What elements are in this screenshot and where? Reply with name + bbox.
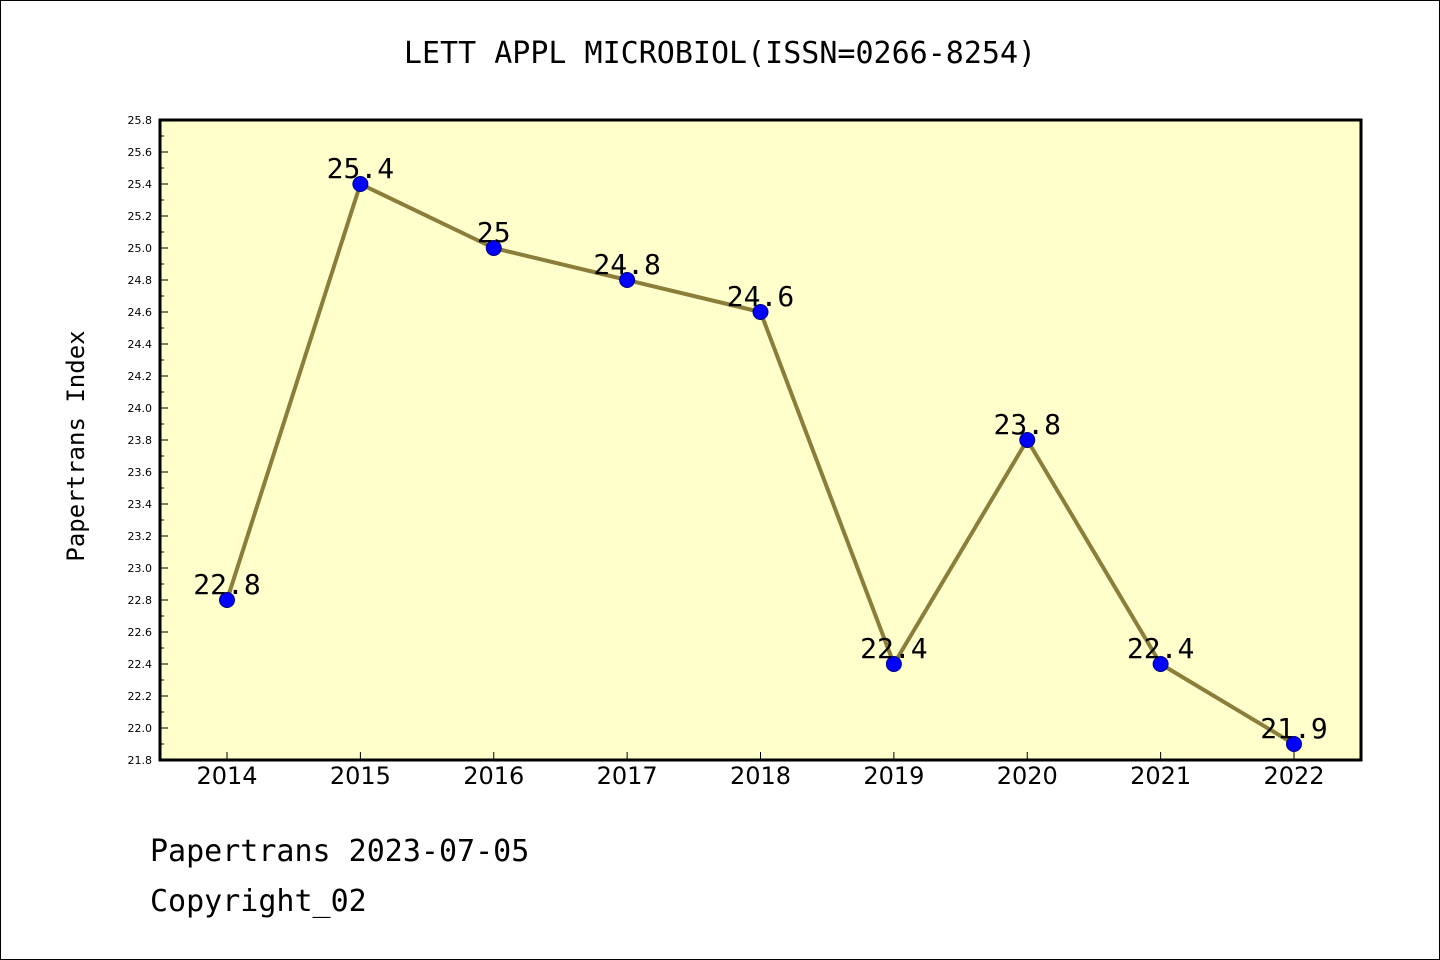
data-label: 23.8 bbox=[994, 408, 1061, 441]
x-tick-label: 2019 bbox=[863, 762, 924, 790]
x-tick-label: 2015 bbox=[330, 762, 391, 790]
data-point bbox=[352, 176, 369, 192]
y-tick-label: 22.6 bbox=[128, 626, 153, 639]
y-tick-label: 24.4 bbox=[128, 338, 153, 351]
data-label: 24.8 bbox=[593, 248, 660, 281]
data-label: 25.4 bbox=[327, 152, 394, 185]
plot-border bbox=[158, 118, 1363, 762]
x-tick-label: 2016 bbox=[463, 762, 524, 790]
y-tick-label: 23.0 bbox=[128, 562, 153, 575]
x-tick-label: 2020 bbox=[997, 762, 1058, 790]
y-tick-label: 22.0 bbox=[128, 722, 153, 735]
data-label: 22.4 bbox=[1127, 632, 1194, 665]
y-tick-label: 21.8 bbox=[128, 754, 153, 767]
data-label: 24.6 bbox=[727, 280, 794, 313]
data-point bbox=[485, 240, 502, 256]
y-tick-label: 25.8 bbox=[128, 114, 153, 127]
data-point bbox=[885, 656, 902, 672]
y-axis: 21.8 22.0 22.2 22.4 22.6 22.8 23.0 23.2 23.4 23.6… bbox=[128, 114, 168, 767]
data-point bbox=[1286, 736, 1302, 752]
footer-copyright: Copyright_02 bbox=[150, 884, 367, 919]
data-label: 25 bbox=[477, 216, 511, 249]
series-markers bbox=[219, 176, 1302, 752]
x-tick-label: 2021 bbox=[1130, 762, 1191, 790]
x-tick-label: 2018 bbox=[730, 762, 791, 790]
footer-date: Papertrans 2023-07-05 bbox=[150, 834, 530, 869]
y-tick-label: 25.2 bbox=[128, 210, 153, 223]
x-axis: 2014 2015 2016 2017 2018 2019 2020 2021 2022 bbox=[196, 752, 1325, 790]
data-label: 22.4 bbox=[860, 632, 927, 665]
y-tick-label: 23.8 bbox=[128, 434, 153, 447]
plot-area bbox=[160, 120, 1361, 760]
x-tick-label: 2014 bbox=[196, 762, 257, 790]
y-tick-label: 24.8 bbox=[128, 274, 153, 287]
y-tick-label: 24.2 bbox=[128, 370, 153, 383]
data-point bbox=[1019, 432, 1036, 448]
x-tick-label: 2017 bbox=[597, 762, 658, 790]
data-labels: 22.8 25.4 25 24.8 24.6 22.4 23.8 22.4 21.9 bbox=[193, 152, 1327, 745]
y-tick-label: 23.6 bbox=[128, 466, 153, 479]
y-tick-label: 24.0 bbox=[128, 402, 153, 415]
y-tick-label: 25.4 bbox=[128, 178, 153, 191]
data-point bbox=[1152, 656, 1169, 672]
chart-title: LETT APPL MICROBIOL(ISSN=0266-8254) bbox=[403, 36, 1037, 71]
y-tick-label: 23.2 bbox=[128, 530, 153, 543]
y-tick-label: 25.6 bbox=[128, 146, 153, 159]
data-label: 21.9 bbox=[1260, 712, 1327, 745]
x-tick-label: 2022 bbox=[1263, 762, 1324, 790]
y-tick-label: 22.8 bbox=[128, 594, 153, 607]
data-point bbox=[752, 304, 769, 320]
data-label: 22.8 bbox=[193, 568, 260, 601]
y-tick-label: 22.4 bbox=[128, 658, 153, 671]
data-point bbox=[219, 592, 235, 608]
y-tick-label: 25.0 bbox=[128, 242, 153, 255]
y-tick-label: 22.2 bbox=[128, 690, 153, 703]
data-point bbox=[619, 272, 636, 288]
y-tick-label: 23.4 bbox=[128, 498, 153, 511]
y-tick-label: 24.6 bbox=[128, 306, 153, 319]
